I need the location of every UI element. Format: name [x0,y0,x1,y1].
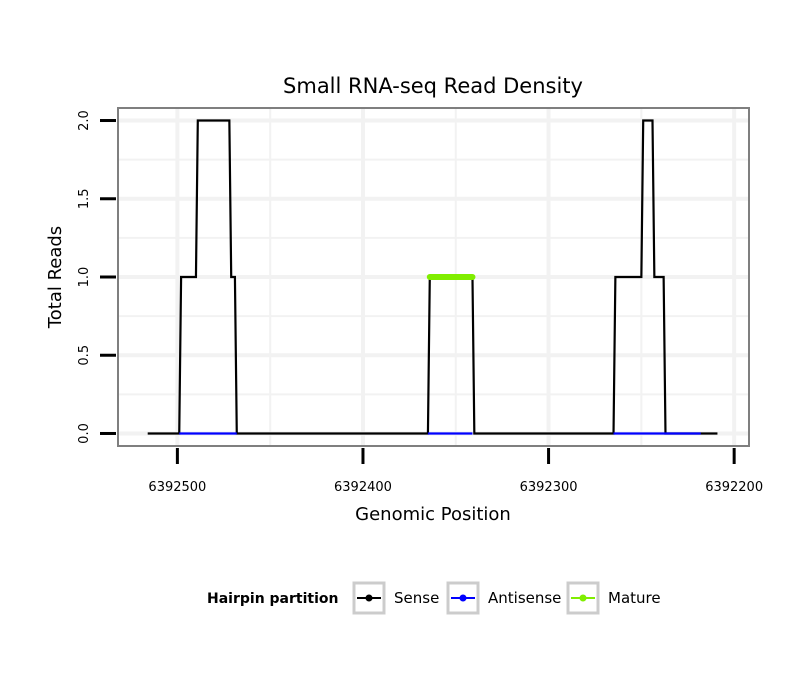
legend-item-antisense: Antisense [446,581,561,615]
x-tick-label-2: 6392300 [520,480,578,495]
legend-key-dot-antisense [459,594,467,602]
x-axis: 6392500 6392400 6392300 6392200 [148,448,763,495]
x-tick-label-3: 6392200 [705,480,763,495]
y-axis-title: Total Reads [45,226,66,329]
legend-item-mature: Mature [566,581,661,615]
y-axis: 0.0 0.5 1.0 1.5 2.0 [77,110,116,444]
series-sense-line [147,119,718,435]
legend-label-sense: Sense [394,589,439,607]
legend-key-dot-mature [579,594,587,602]
y-tick-label-3: 1.5 [77,188,92,209]
legend-label-antisense: Antisense [488,589,561,607]
y-tick-label-4: 2.0 [77,110,92,131]
x-tick-label-1: 6392400 [334,480,392,495]
legend: Hairpin partition Sense Antisense Mature [207,581,661,615]
x-tick-label-0: 6392500 [148,480,206,495]
legend-label-mature: Mature [608,589,661,607]
legend-key-dot-sense [365,594,373,602]
chart-title: Small RNA-seq Read Density [283,74,583,98]
y-tick-label-2: 1.0 [77,267,92,288]
x-axis-title: Genomic Position [355,504,511,525]
y-tick-label-1: 0.5 [77,345,92,366]
y-tick-label-0: 0.0 [77,423,92,444]
legend-title: Hairpin partition [207,591,338,607]
legend-item-sense: Sense [352,581,439,615]
series-layer [147,119,718,435]
panel-border [117,107,750,447]
